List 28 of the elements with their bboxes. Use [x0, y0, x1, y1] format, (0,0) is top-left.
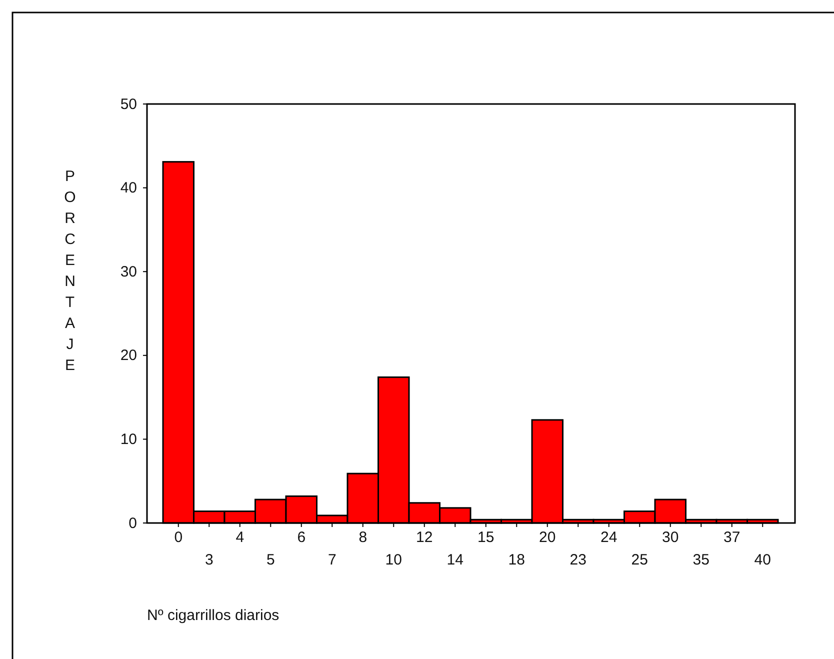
x-tick-label: 37	[724, 529, 740, 546]
x-tick-label: 40	[754, 552, 771, 568]
x-tick-label: 5	[266, 552, 275, 568]
x-tick-label: 3	[204, 552, 214, 568]
x-tick-label: 8	[358, 529, 368, 546]
x-tick-label: 18	[508, 552, 525, 568]
x-tick-label: 25	[631, 552, 648, 568]
x-tick-label: 24	[600, 529, 618, 546]
x-tick-label: 4	[236, 529, 244, 546]
y-tick-label: 0	[128, 514, 137, 532]
x-axis-title: Nº cigarrillos diarios	[147, 607, 280, 624]
y-tick-label: 30	[120, 263, 137, 280]
x-tick-label: 10	[385, 552, 402, 568]
x-tick-label: 30	[662, 529, 679, 546]
x-tick-label: 6	[297, 529, 306, 546]
y-tick-label: 50	[120, 96, 137, 113]
x-tick-label: 14	[446, 552, 464, 568]
y-tick-label: 40	[120, 180, 137, 197]
x-tick-label: 35	[692, 552, 710, 568]
y-tick-label: 10	[120, 431, 137, 448]
x-tick-label: 20	[539, 529, 556, 546]
x-tick-label: 12	[416, 529, 433, 546]
text: PORCENTAJE	[64, 168, 76, 374]
x-tick-label: 7	[328, 552, 336, 568]
x-tick-label: 23	[570, 552, 586, 568]
y-tick-label: 20	[120, 347, 137, 364]
x-tick-label: 0	[174, 529, 183, 546]
x-tick-label: 15	[478, 529, 494, 546]
